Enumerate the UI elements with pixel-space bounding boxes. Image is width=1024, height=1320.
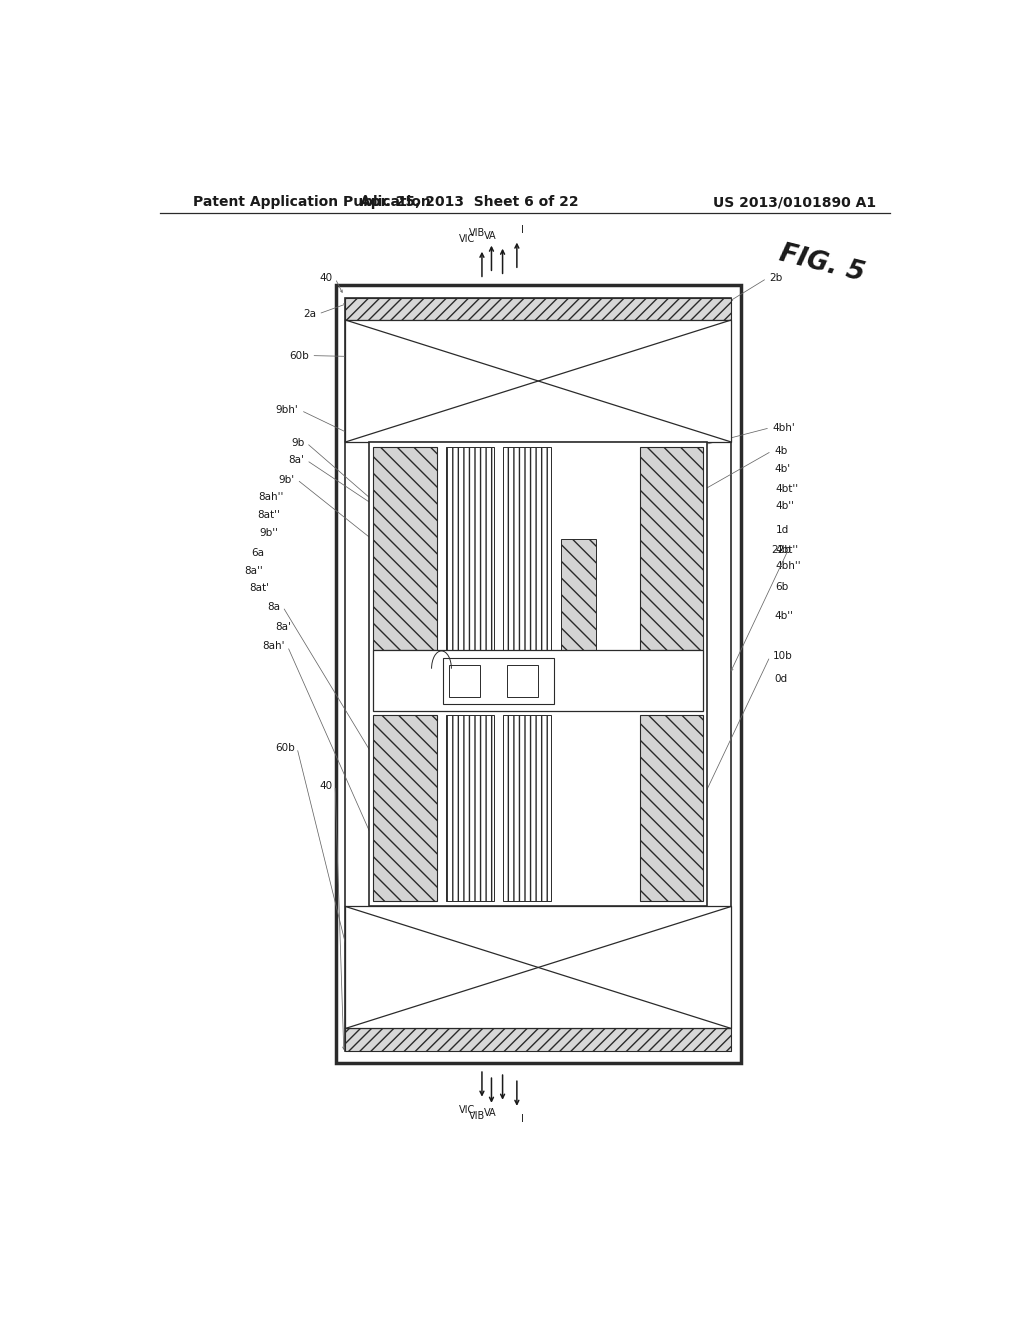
Text: 4b'': 4b'' (774, 611, 793, 620)
Text: 9b: 9b (291, 438, 304, 447)
Text: FIG. 5: FIG. 5 (777, 242, 867, 288)
Text: 8a': 8a' (289, 455, 304, 465)
Bar (507, 665, 539, 697)
Text: 4b'': 4b'' (775, 502, 795, 511)
Text: VIB: VIB (469, 1110, 485, 1121)
Bar (640, 715, 703, 902)
Text: 4bh': 4bh' (772, 422, 796, 433)
Text: 4b': 4b' (774, 465, 791, 474)
Bar (446, 715, 494, 902)
Text: 4b: 4b (774, 446, 787, 457)
Text: 10b: 10b (772, 652, 793, 661)
Text: VIB: VIB (469, 227, 485, 238)
Text: 8a': 8a' (274, 622, 291, 632)
Text: 1d: 1d (775, 525, 788, 536)
Text: Patent Application Publication: Patent Application Publication (194, 195, 431, 209)
Text: 0d: 0d (774, 673, 787, 684)
Text: 2b: 2b (769, 273, 782, 284)
Bar (345, 297, 731, 319)
Text: US 2013/0101890 A1: US 2013/0101890 A1 (713, 195, 877, 209)
Text: 4bh'': 4bh'' (775, 561, 801, 572)
Text: VA: VA (483, 231, 497, 240)
Text: 9b'': 9b'' (260, 528, 279, 539)
Bar (345, 907, 731, 1028)
Text: I: I (521, 1114, 523, 1123)
Text: 9bh': 9bh' (275, 405, 299, 416)
Text: 4bt'': 4bt'' (775, 545, 799, 554)
Bar (640, 447, 703, 651)
Text: 22b: 22b (771, 545, 791, 554)
Text: 6a: 6a (252, 548, 264, 558)
Bar (345, 319, 731, 442)
Bar (443, 657, 554, 704)
Text: 9b': 9b' (279, 475, 295, 484)
Text: 40: 40 (319, 273, 333, 284)
Text: 2a: 2a (303, 309, 316, 319)
Text: 8at': 8at' (249, 583, 269, 593)
Text: 8a: 8a (267, 602, 281, 611)
Text: VIC: VIC (460, 1105, 475, 1114)
Text: 6b: 6b (775, 582, 788, 593)
Bar (560, 539, 596, 651)
Bar (504, 715, 551, 902)
Bar (373, 447, 436, 651)
Text: I: I (521, 224, 523, 235)
Bar (370, 442, 708, 907)
Bar (345, 1028, 731, 1051)
Text: 60b: 60b (289, 351, 309, 360)
Text: 60b: 60b (274, 743, 295, 752)
Text: 4bt'': 4bt'' (775, 483, 799, 494)
Bar (373, 651, 703, 711)
Bar (504, 447, 551, 651)
Bar (336, 285, 740, 1063)
Text: 8ah'': 8ah'' (258, 492, 284, 502)
Bar (345, 297, 731, 1051)
Text: 8at'': 8at'' (257, 510, 281, 520)
Bar (446, 447, 494, 651)
Text: VA: VA (483, 1107, 497, 1118)
Bar (449, 665, 479, 697)
Text: VIC: VIC (460, 234, 475, 244)
Text: 8a'': 8a'' (244, 566, 263, 576)
Text: 40: 40 (319, 780, 333, 791)
Text: Apr. 25, 2013  Sheet 6 of 22: Apr. 25, 2013 Sheet 6 of 22 (359, 195, 579, 209)
Bar (373, 715, 436, 902)
Text: 8ah': 8ah' (262, 642, 285, 651)
